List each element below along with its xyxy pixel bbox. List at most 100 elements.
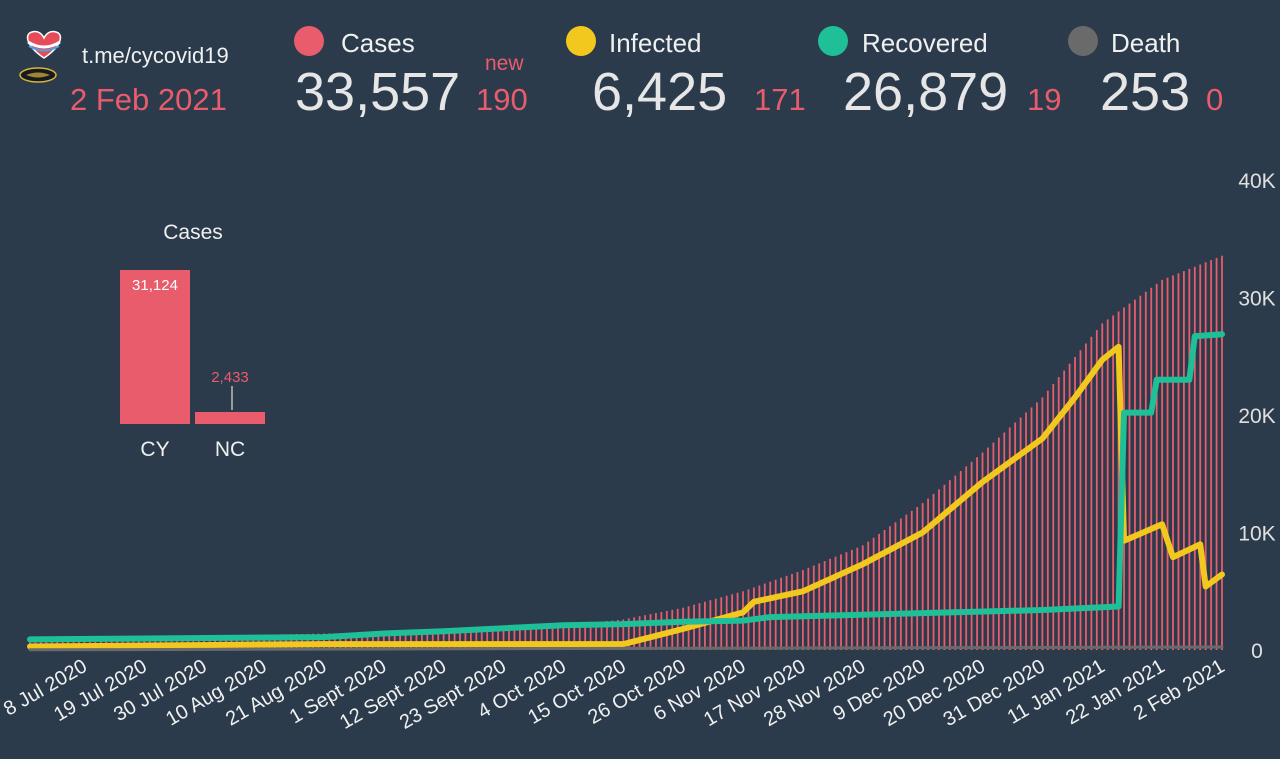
cases-bar: [600, 621, 603, 650]
cases-bar: [1128, 303, 1131, 650]
cases-bar: [442, 630, 445, 650]
infected-delta: 171: [754, 82, 806, 117]
cases-bar: [1221, 255, 1223, 650]
cases-bar: [415, 631, 418, 650]
cases-bar: [791, 573, 793, 650]
cases-bar: [981, 452, 984, 650]
cases-bar: [393, 632, 396, 650]
cases-bar: [872, 537, 875, 650]
cases-bar: [1117, 311, 1120, 650]
cases-bar: [1063, 370, 1066, 650]
cases-bar: [910, 510, 913, 650]
death-label: Death: [1111, 28, 1181, 58]
cases-bar: [497, 629, 499, 650]
cases-bar: [970, 461, 973, 650]
cases-bar: [1215, 257, 1218, 650]
cases-bar: [562, 625, 565, 650]
cases-bar: [1177, 273, 1180, 650]
death-dot-icon: [1068, 26, 1098, 56]
cases-bar: [529, 627, 532, 650]
cases-bar: [856, 547, 859, 650]
cases-bar: [480, 629, 483, 650]
infected-dot-icon: [566, 26, 596, 56]
cases-bar: [420, 631, 423, 650]
cases-bar: [845, 552, 848, 650]
cases-bar: [469, 629, 472, 650]
inset-bar-nc: [195, 412, 265, 424]
cases-bar: [573, 624, 576, 650]
cases-bar: [1014, 422, 1017, 650]
cases-bar: [938, 489, 940, 650]
cases-bar: [616, 619, 619, 650]
cases-bar: [589, 622, 592, 650]
report-date: 2 Feb 2021: [70, 82, 227, 117]
cases-bar: [1112, 315, 1115, 650]
inset-category-label: CY: [140, 438, 169, 461]
cases-bar: [627, 618, 630, 650]
cases-bar: [649, 614, 652, 650]
cyprus-heart-logo-icon: [19, 30, 62, 83]
cases-bar: [1074, 357, 1076, 650]
death-series-line: [28, 645, 1224, 652]
cases-bar: [1161, 279, 1164, 651]
cases-bar: [551, 625, 554, 650]
cases-bar: [785, 575, 788, 650]
cases-bar: [1172, 275, 1174, 650]
cases-bar: [1188, 268, 1191, 650]
cases-label: Cases: [341, 28, 415, 58]
y-tick-label: 30K: [1238, 288, 1275, 311]
cases-bar: [976, 457, 978, 650]
cases-bar: [834, 556, 837, 650]
inset-value-label: 31,124: [132, 277, 178, 294]
cases-bar: [622, 619, 625, 650]
cases-bar: [404, 631, 407, 650]
cases-bar: [459, 630, 461, 650]
cases-bar: [1150, 287, 1153, 650]
cases-bar: [1139, 295, 1142, 650]
cases-bar: [660, 611, 663, 650]
cases-bar: [796, 572, 799, 650]
y-tick-label: 20K: [1238, 405, 1275, 428]
stats-header: t.me/cycovid19 2 Feb 2021 Cases 33,557 n…: [0, 0, 1280, 130]
cases-bar: [584, 623, 587, 650]
cases-bar: [426, 631, 429, 650]
cases-bar: [1144, 291, 1147, 650]
cases-bar: [889, 526, 891, 650]
cases-bar: [464, 629, 467, 650]
cases-bar: [524, 627, 527, 650]
cases-bar: [905, 514, 908, 650]
cases-bar: [894, 522, 897, 650]
cases-bar: [431, 630, 434, 650]
cases-bar: [1199, 264, 1202, 650]
cases-bar: [1101, 323, 1104, 650]
cases-bar: [1008, 427, 1011, 650]
cases-bar: [508, 628, 510, 650]
cases-bar: [1025, 412, 1027, 650]
cases-bar: [1057, 377, 1060, 650]
cases-bar: [959, 470, 962, 650]
cases-bar: [1003, 432, 1006, 650]
cases-bar: [997, 437, 1000, 650]
cases-bar: [546, 626, 548, 650]
cases-bar: [1079, 350, 1082, 650]
cases-bar: [611, 620, 614, 650]
cases-bar: [1210, 260, 1213, 650]
cases-bar: [399, 631, 402, 650]
inset-category-label: NC: [215, 438, 245, 461]
cases-bar: [491, 629, 494, 650]
cases-bar: [899, 518, 902, 650]
recovered-label: Recovered: [862, 28, 988, 58]
cases-dot-icon: [294, 26, 324, 56]
cases-bar: [655, 613, 657, 650]
y-tick-label: 0: [1251, 640, 1263, 663]
cases-bar: [638, 616, 641, 650]
cases-bar: [633, 617, 636, 650]
cases-bar: [486, 629, 489, 650]
cases-bar: [1183, 271, 1185, 650]
cases-bar: [714, 598, 717, 650]
recovered-series-line: [27, 331, 1225, 643]
cases-bar: [578, 623, 581, 650]
channel-link[interactable]: t.me/cycovid19: [82, 43, 229, 68]
cases-bar: [992, 442, 995, 650]
cases-bar: [927, 498, 929, 650]
